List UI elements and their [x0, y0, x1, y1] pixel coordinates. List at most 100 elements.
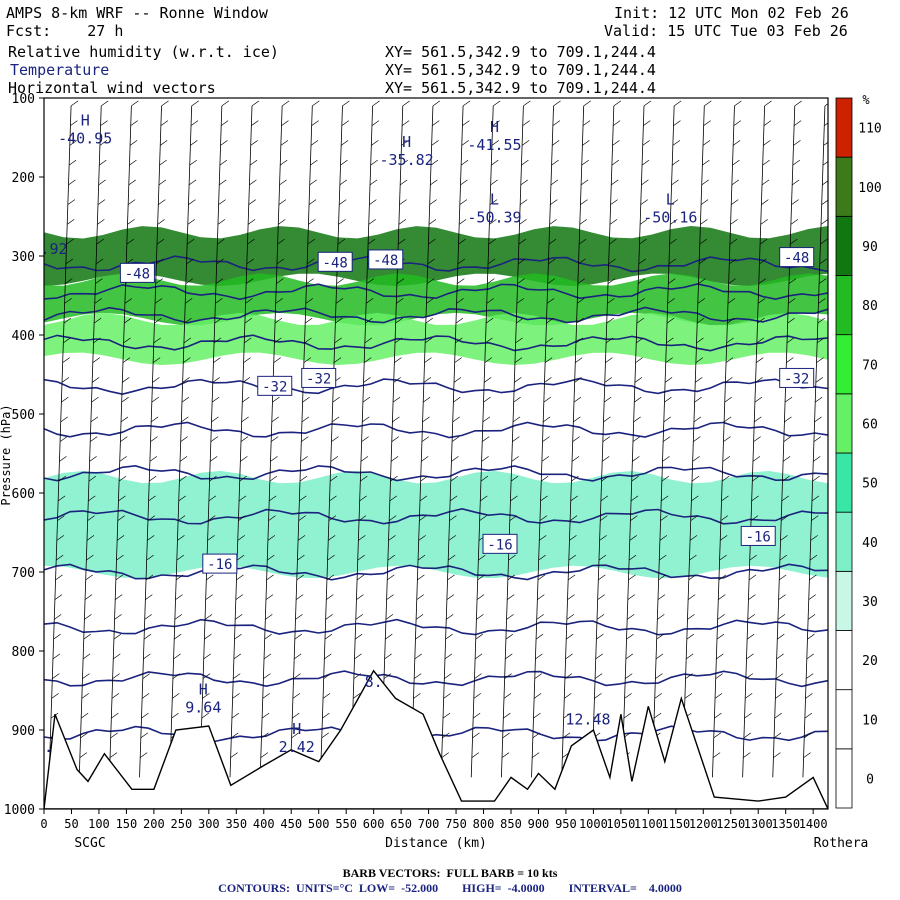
wind-barb-tick — [296, 574, 304, 581]
wind-barb-tick — [174, 614, 183, 620]
wind-barb-tick — [723, 416, 732, 423]
wind-barb-tick — [57, 515, 65, 521]
wind-barb-tick — [267, 554, 275, 561]
wind-barb-column — [440, 100, 471, 778]
wind-barb-tick — [175, 574, 184, 581]
wind-barb-tick — [129, 159, 137, 166]
wind-barb-tick — [243, 357, 251, 363]
wind-barb-tick — [295, 594, 304, 600]
wind-barb-tick — [370, 159, 378, 166]
wind-barb-tick — [417, 574, 425, 581]
wind-barb-tick — [444, 673, 452, 679]
wind-barb-tick — [419, 495, 428, 502]
wind-barb-tick — [93, 337, 101, 344]
wind-barb-tick — [328, 515, 337, 521]
wind-barb-tick — [630, 495, 639, 502]
wind-barb-tick — [631, 475, 639, 482]
wind-barb-tick — [281, 100, 290, 107]
wind-barb-tick — [97, 219, 105, 225]
wind-barb-tick — [280, 140, 289, 146]
wind-barb-tick — [158, 199, 166, 205]
wind-barb-tick — [68, 159, 77, 166]
wind-barb-tick — [213, 357, 221, 363]
x-tick-label: 600 — [363, 817, 385, 831]
wind-barb-tick — [793, 140, 801, 146]
wind-barb-tick — [453, 377, 462, 383]
wind-barb-tick — [413, 673, 422, 679]
wind-barb-tick — [66, 238, 74, 245]
wind-barb-tick — [249, 179, 257, 186]
wind-barb-tick — [823, 141, 828, 146]
wind-barb-tick — [249, 159, 258, 166]
wind-barb-tick — [231, 732, 239, 739]
extremum-kind: H — [402, 133, 411, 151]
wind-barb-tick — [779, 574, 787, 581]
wind-barb-tick — [628, 574, 636, 581]
wind-barb-tick — [642, 140, 650, 146]
x-tick-label: 900 — [528, 817, 550, 831]
wind-barb-tick — [475, 633, 483, 640]
wind-barb-tick — [246, 258, 255, 265]
x-tick-label: 300 — [198, 817, 220, 831]
wind-barb-tick — [504, 673, 512, 679]
extremum-value: -50.39 — [467, 209, 521, 227]
wind-barb-tick — [117, 515, 125, 521]
wind-barb-tick — [128, 179, 136, 186]
wind-barb-tick — [101, 100, 109, 107]
wind-barb-tick — [234, 614, 243, 620]
wind-barb-column — [78, 100, 109, 778]
wind-barb-tick — [115, 574, 124, 581]
wind-barb-tick — [733, 120, 742, 126]
contour-label: -48 — [373, 253, 398, 269]
wind-barb-tick — [594, 673, 603, 679]
wind-barb-tick — [511, 456, 519, 462]
wind-barb-tick — [400, 159, 409, 166]
wind-barb-tick — [274, 317, 283, 324]
wind-barb-tick — [580, 199, 588, 205]
wind-barb-tick — [119, 456, 127, 462]
wind-barb-tick — [569, 515, 578, 521]
wind-barb-tick — [774, 712, 782, 719]
wind-barb-tick — [637, 298, 645, 304]
wind-barb-column — [169, 100, 199, 778]
wind-barb-tick — [365, 298, 374, 304]
wind-barb-tick — [211, 416, 219, 423]
wind-barb-tick — [536, 614, 544, 620]
contour-label: -16 — [207, 557, 232, 573]
wind-barb-tick — [571, 475, 579, 482]
extremum-value: -35.82 — [380, 151, 434, 169]
wind-barb-tick — [761, 179, 770, 186]
wind-barb-tick — [782, 456, 791, 462]
wind-barb-tick — [231, 712, 240, 719]
x-tick-label: 1200 — [689, 817, 718, 831]
wind-barb-tick — [206, 574, 214, 581]
wind-barb-tick — [507, 594, 515, 600]
wind-barb-tick — [335, 317, 343, 324]
wind-barb-tick — [625, 653, 634, 660]
wind-barb-tick — [582, 120, 591, 126]
wind-barb-tick — [279, 179, 287, 186]
wind-barb-column — [108, 100, 139, 778]
wind-barb-tick — [760, 219, 768, 225]
wind-barb-tick — [791, 199, 799, 205]
wind-barb-tick — [172, 673, 181, 679]
wind-barb-tick — [743, 732, 752, 739]
wind-barb-tick — [322, 712, 330, 719]
wind-barb-tick — [204, 614, 213, 620]
init-time: Init: 12 UTC Mon 02 Feb 26 — [614, 4, 849, 22]
wind-barb-tick — [94, 298, 102, 304]
wind-barb-tick — [371, 140, 379, 146]
wind-barb-tick — [430, 159, 439, 166]
contour-label-box — [202, 553, 238, 574]
wind-barb-tick — [751, 495, 759, 502]
wind-barb-tick — [552, 120, 561, 126]
wind-barb-tick — [578, 238, 587, 245]
wind-barb-shaft — [712, 105, 735, 778]
wind-barb-tick — [333, 357, 342, 363]
wind-barb-tick — [120, 416, 129, 423]
wind-barb-tick — [278, 199, 287, 205]
wind-barb-tick — [305, 298, 314, 304]
wind-barb-tick — [207, 535, 215, 541]
wind-barb-tick — [244, 337, 252, 344]
wind-barb-tick — [398, 219, 407, 225]
